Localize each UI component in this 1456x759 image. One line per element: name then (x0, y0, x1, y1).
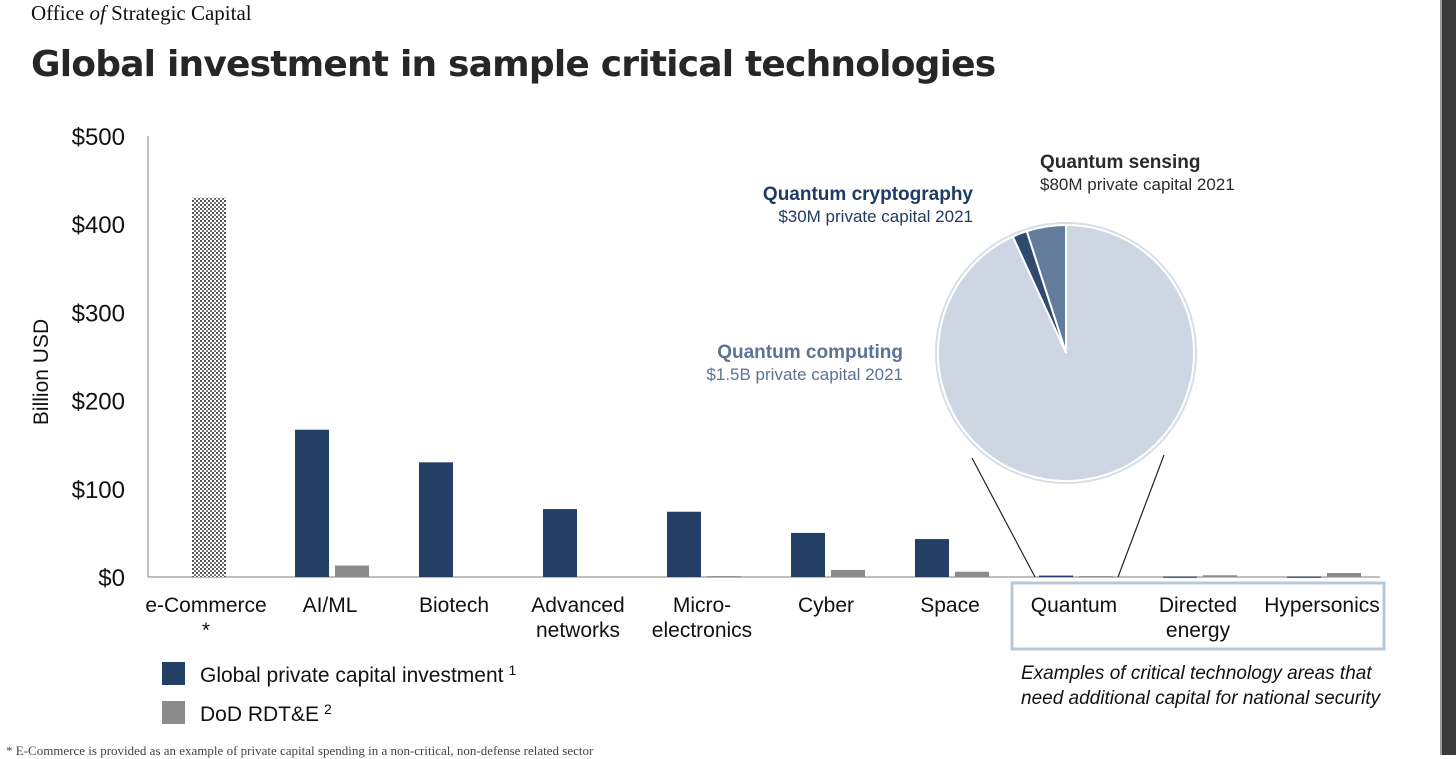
y-tick-label: $400 (72, 212, 125, 239)
pie-detail: $80M private capital 2021 (1040, 175, 1235, 194)
pie-label: Quantum computing (717, 342, 903, 363)
y-axis-label: Billion USD (30, 319, 53, 425)
bar-dod-rdte (335, 565, 369, 577)
legend-label: DoD RDT&E 2 (200, 701, 332, 726)
y-tick-label: $0 (98, 565, 125, 592)
bar-dod-rdte (831, 569, 865, 577)
bar-dod-rdte (1327, 573, 1361, 577)
bar-private-capital (543, 509, 577, 577)
x-tick-label: Hypersonics (1264, 594, 1380, 617)
bar-private-capital (1039, 575, 1073, 577)
pie-label: Quantum sensing (1040, 152, 1200, 173)
bar-private-capital (419, 462, 453, 577)
pie-label: Quantum cryptography (763, 184, 974, 205)
bar-private-capital (1163, 576, 1197, 578)
footnote: * E-Commerce is provided as an example o… (6, 743, 594, 758)
y-tick-label: $500 (72, 124, 125, 151)
org-part1: Office (31, 1, 90, 25)
highlight-note-line: Examples of critical technology areas th… (1021, 663, 1372, 684)
org-part2: Strategic Capital (105, 1, 252, 25)
legend-swatch (162, 701, 185, 724)
zoom-line-left (971, 457, 1036, 578)
x-tick-label: Space (920, 594, 980, 617)
bar-dod-rdte (1203, 575, 1237, 577)
legend-swatch (162, 662, 185, 685)
page-title: Global investment in sample critical tec… (31, 44, 996, 85)
x-tick-label: Directed energy (1159, 594, 1237, 642)
org-italic: of (89, 1, 106, 25)
investment-chart: $0 $100 $200 $300 $400 $500 Billion USD e-Comm… (30, 124, 1386, 726)
organization-name: Office of Strategic Capital (31, 1, 252, 26)
bar-private-capital (667, 511, 701, 577)
y-tick-label: $100 (72, 477, 125, 504)
x-tick-label: Quantum (1031, 594, 1117, 617)
window-edge (1440, 0, 1456, 755)
x-tick-label: e-Commerce * (145, 594, 266, 642)
bar-private-capital (192, 197, 226, 578)
x-tick-label: Biotech (419, 594, 489, 617)
x-tick-label: AI/ML (303, 594, 358, 617)
y-tick-label: $200 (72, 389, 125, 416)
bar-private-capital (791, 532, 825, 577)
zoom-line-right (1117, 454, 1165, 578)
pie-slice (937, 223, 1195, 482)
y-tick-label: $300 (72, 300, 125, 327)
legend-label: Global private capital investment 1 (200, 662, 517, 687)
bar-private-capital (295, 429, 329, 577)
highlight-note-line: need additional capital for national sec… (1021, 688, 1382, 709)
x-tick-label: Micro-electronics (652, 594, 752, 642)
bar-private-capital (1287, 576, 1321, 578)
x-tick-label: Cyber (798, 594, 854, 617)
pie-detail: $30M private capital 2021 (778, 207, 973, 226)
highlight-box (1010, 581, 1386, 651)
bar-dod-rdte (1079, 576, 1113, 578)
pie-detail: $1.5B private capital 2021 (706, 365, 903, 384)
bar-dod-rdte (707, 576, 741, 578)
bar-dod-rdte (955, 571, 989, 577)
bar-private-capital (915, 539, 949, 577)
x-tick-label: Advanced networks (531, 594, 624, 642)
